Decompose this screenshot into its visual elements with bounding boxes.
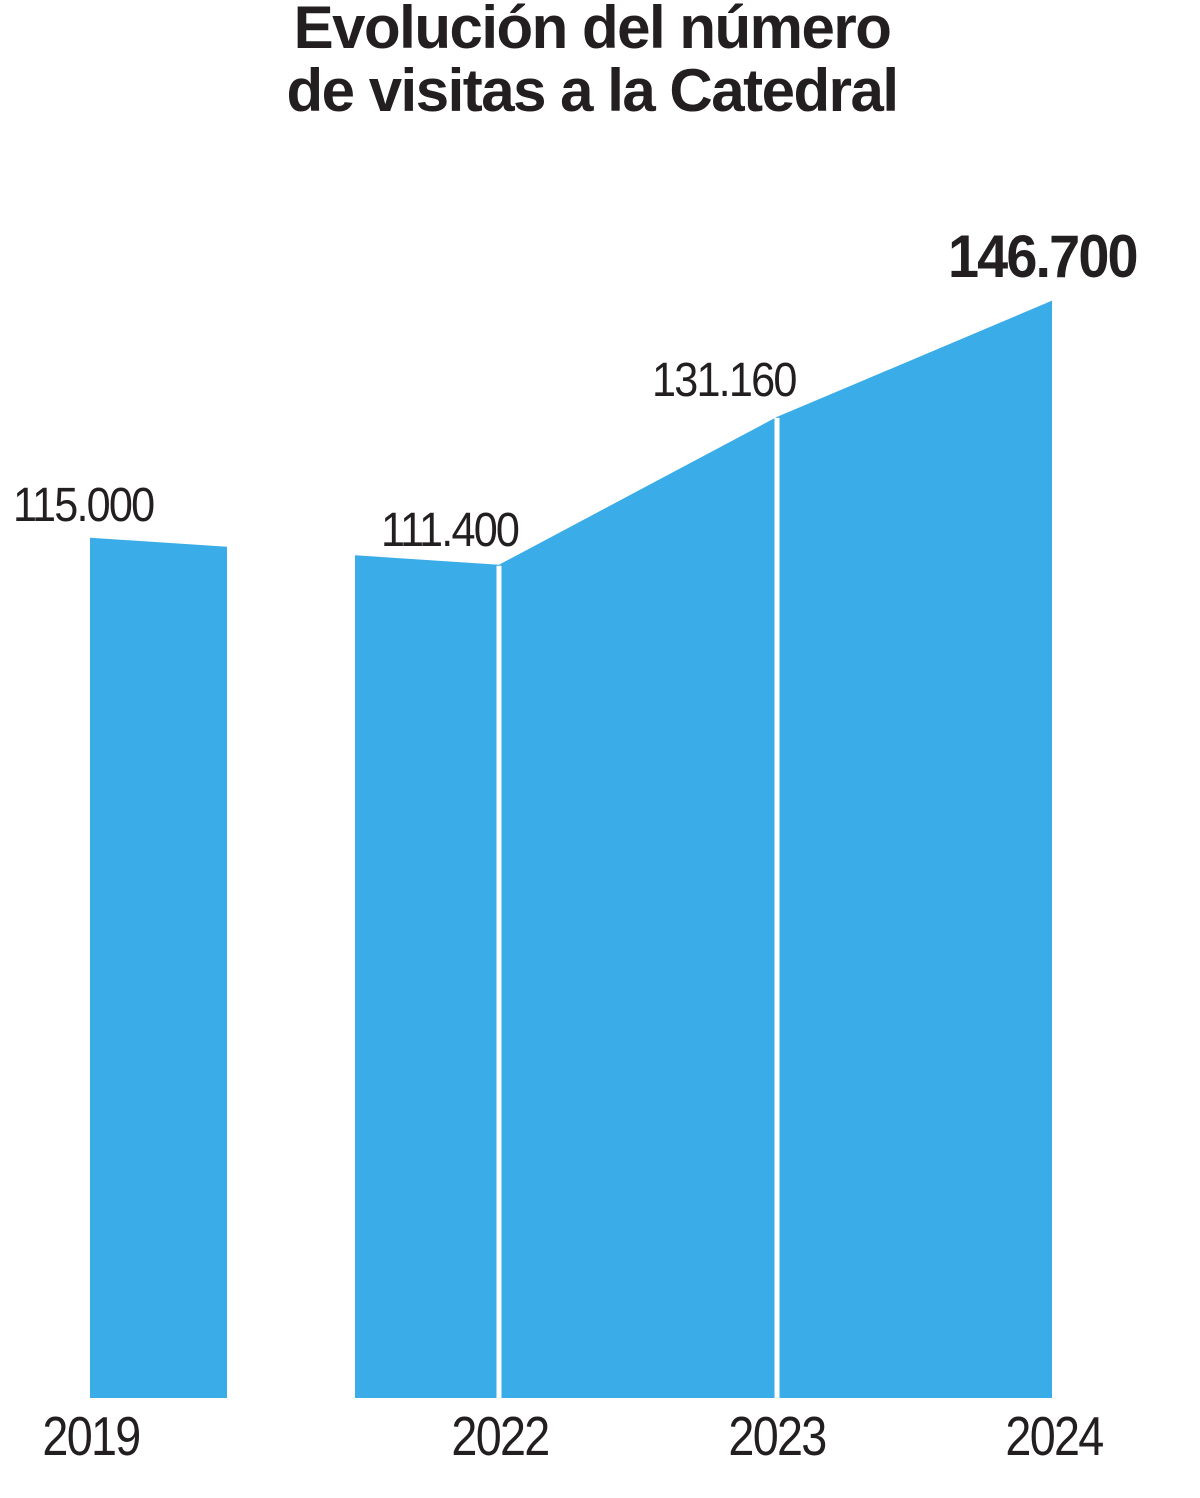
- value-label-2023: 131.160: [652, 354, 797, 407]
- value-label-2024: 146.700: [948, 223, 1139, 290]
- chart-title-line1: Evolución del número: [293, 0, 892, 61]
- value-label-2019: 115.000: [13, 479, 155, 532]
- x-axis-label-2023: 2023: [728, 1405, 827, 1467]
- x-axis-label-2022: 2022: [451, 1405, 550, 1467]
- x-axis-label-2024: 2024: [1005, 1405, 1104, 1467]
- x-axis-label-2019: 2019: [42, 1405, 141, 1467]
- chart-title-line2: de visitas a la Catedral: [286, 57, 900, 124]
- chart-title: Evolución del número de visitas a la Cat…: [0, 0, 1184, 122]
- value-label-2022: 111.400: [381, 504, 520, 557]
